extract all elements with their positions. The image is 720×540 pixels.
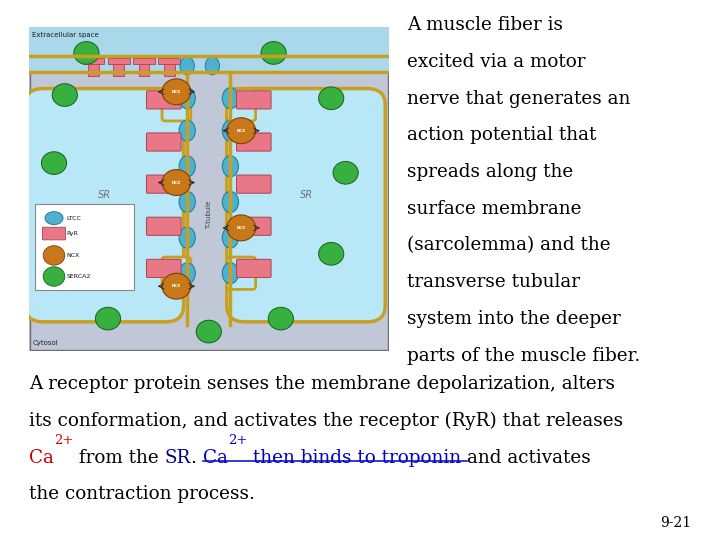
Ellipse shape (222, 263, 238, 284)
Text: parts of the muscle fiber.: parts of the muscle fiber. (407, 347, 640, 364)
FancyBboxPatch shape (237, 133, 271, 151)
Circle shape (227, 118, 256, 144)
Text: NCX: NCX (237, 129, 246, 133)
Ellipse shape (179, 263, 195, 284)
Circle shape (268, 307, 294, 330)
Text: (sarcolemma) and the: (sarcolemma) and the (407, 237, 611, 254)
Text: A muscle fiber is: A muscle fiber is (407, 16, 563, 34)
FancyBboxPatch shape (147, 217, 181, 235)
Ellipse shape (179, 227, 195, 248)
Circle shape (95, 307, 121, 330)
Ellipse shape (45, 212, 63, 225)
Text: spreads along the: spreads along the (407, 163, 573, 181)
Text: T-tubule: T-tubule (206, 201, 212, 229)
FancyBboxPatch shape (162, 89, 191, 121)
FancyBboxPatch shape (42, 227, 66, 240)
FancyBboxPatch shape (227, 89, 256, 121)
Ellipse shape (222, 120, 238, 141)
Ellipse shape (179, 120, 195, 141)
FancyBboxPatch shape (147, 259, 181, 278)
Text: action potential that: action potential that (407, 126, 596, 144)
Text: excited via a motor: excited via a motor (407, 53, 585, 71)
Text: .: . (191, 449, 203, 467)
Text: Extracellular space: Extracellular space (32, 32, 99, 38)
FancyBboxPatch shape (237, 175, 271, 193)
Circle shape (261, 42, 287, 64)
Text: NCX: NCX (172, 180, 181, 185)
Bar (164, 58, 175, 76)
Text: SERCA2: SERCA2 (67, 274, 91, 279)
Text: A receptor protein senses the membrane depolarization, alters: A receptor protein senses the membrane d… (29, 375, 615, 393)
Text: its conformation, and activates the receptor (RyR) that releases: its conformation, and activates the rece… (29, 412, 623, 430)
Bar (187, 72, 230, 325)
FancyBboxPatch shape (147, 175, 181, 193)
Circle shape (43, 246, 65, 265)
Bar (83, 58, 104, 64)
Text: the contraction process.: the contraction process. (29, 485, 255, 503)
FancyBboxPatch shape (25, 89, 184, 322)
Text: transverse tubular: transverse tubular (407, 273, 580, 291)
Text: NCX: NCX (172, 284, 181, 288)
Circle shape (319, 242, 344, 265)
Bar (138, 58, 150, 76)
Text: Cytosol: Cytosol (32, 340, 58, 346)
Bar (108, 58, 130, 64)
Text: then binds to troponin: then binds to troponin (247, 449, 467, 467)
Text: NCX: NCX (237, 226, 246, 230)
Text: 9-21: 9-21 (660, 516, 691, 530)
Bar (133, 58, 155, 64)
Circle shape (333, 161, 359, 184)
FancyBboxPatch shape (237, 259, 271, 278)
FancyBboxPatch shape (35, 204, 134, 291)
Circle shape (319, 87, 344, 110)
Ellipse shape (180, 57, 194, 75)
Text: Ca: Ca (203, 449, 228, 467)
Circle shape (56, 230, 81, 252)
Text: 2+: 2+ (54, 434, 73, 447)
Bar (114, 58, 125, 76)
Circle shape (52, 84, 78, 106)
Text: and activates: and activates (467, 449, 591, 467)
Ellipse shape (222, 156, 238, 177)
Ellipse shape (205, 57, 220, 75)
Text: LTCC: LTCC (67, 215, 81, 221)
FancyBboxPatch shape (162, 257, 191, 289)
Bar (158, 58, 180, 64)
Text: RyR: RyR (67, 231, 78, 236)
Text: Ca: Ca (29, 449, 54, 467)
Ellipse shape (222, 227, 238, 248)
Text: surface membrane: surface membrane (407, 200, 581, 218)
FancyBboxPatch shape (237, 91, 271, 109)
Bar (29, 27, 389, 72)
Text: SR: SR (98, 191, 111, 200)
Circle shape (196, 320, 222, 343)
Ellipse shape (179, 191, 195, 212)
Text: system into the deeper: system into the deeper (407, 310, 621, 328)
Text: NCX: NCX (172, 90, 181, 94)
Circle shape (162, 79, 191, 105)
Text: SR: SR (165, 449, 191, 467)
Text: NCX: NCX (67, 253, 80, 258)
Ellipse shape (222, 191, 238, 212)
FancyBboxPatch shape (147, 91, 181, 109)
Circle shape (43, 267, 65, 286)
Circle shape (227, 215, 256, 241)
Circle shape (162, 273, 191, 299)
Ellipse shape (222, 87, 238, 109)
Circle shape (162, 170, 191, 195)
Text: 2+: 2+ (228, 434, 247, 447)
Text: nerve that generates an: nerve that generates an (407, 90, 630, 107)
FancyBboxPatch shape (227, 89, 385, 322)
Ellipse shape (179, 87, 195, 109)
Ellipse shape (179, 156, 195, 177)
FancyBboxPatch shape (237, 217, 271, 235)
FancyBboxPatch shape (147, 133, 181, 151)
Circle shape (42, 152, 66, 174)
Text: SR: SR (300, 191, 312, 200)
Circle shape (74, 42, 99, 64)
Text: from the: from the (73, 449, 165, 467)
FancyBboxPatch shape (227, 257, 256, 289)
Bar (89, 58, 99, 76)
